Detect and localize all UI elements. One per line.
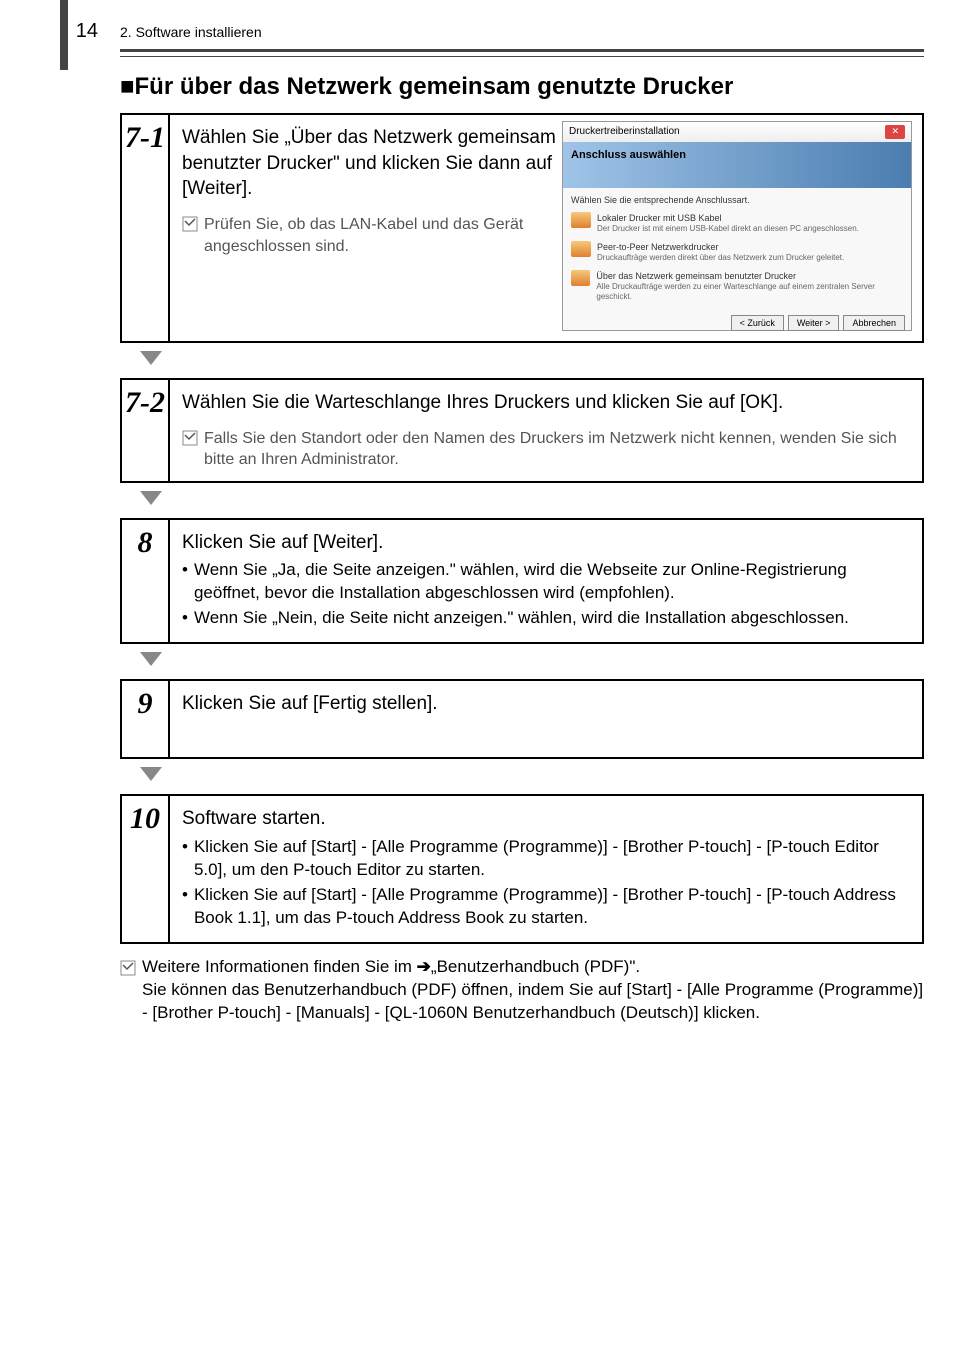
usb-icon	[571, 212, 591, 228]
footer-link: „Benutzerhandbuch (PDF)".	[431, 957, 640, 976]
step-body: Klicken Sie auf [Fertig stellen].	[170, 681, 922, 757]
arrow-down-icon	[138, 349, 924, 372]
dialog-intro: Wählen Sie die entsprechende Anschlussar…	[571, 194, 903, 206]
step-box: 7-1 Wählen Sie „Über das Netzwerk gemein…	[120, 113, 924, 343]
step-desc: Klicken Sie auf [Fertig stellen].	[182, 691, 910, 717]
dialog-option: Peer-to-Peer Netzwerkdrucker Druckaufträ…	[571, 241, 903, 264]
step-body: Klicken Sie auf [Weiter]. •Wenn Sie „Ja,…	[170, 520, 922, 642]
dialog-option-sub: Alle Druckaufträge werden zu einer Warte…	[596, 282, 903, 304]
bullet-icon: •	[182, 836, 188, 882]
bullet-text: Wenn Sie „Nein, die Seite nicht anzeigen…	[194, 607, 849, 630]
dialog-option-sub: Druckaufträge werden direkt über das Net…	[597, 253, 844, 264]
footer-note-text: Weitere Informationen finden Sie im ➔„Be…	[142, 956, 924, 1025]
step-desc: Wählen Sie „Über das Netzwerk gemeinsam …	[182, 125, 612, 202]
note-icon	[182, 216, 198, 239]
note-text: Prüfen Sie, ob das LAN-Kabel und das Ger…	[204, 214, 612, 257]
arrow-right-icon: ➔	[417, 957, 431, 976]
page-number: 14	[70, 20, 108, 43]
step-body: Wählen Sie „Über das Netzwerk gemeinsam …	[170, 115, 922, 341]
step-number: 8	[122, 520, 170, 642]
footer-note: Weitere Informationen finden Sie im ➔„Be…	[120, 956, 924, 1025]
step-note: Prüfen Sie, ob das LAN-Kabel und das Ger…	[182, 214, 612, 257]
arrow-down-icon	[138, 489, 924, 512]
step-number: 7-2	[122, 380, 170, 481]
note-icon	[182, 430, 198, 453]
bullet-list: •Wenn Sie „Ja, die Seite anzeigen." wähl…	[182, 559, 910, 630]
step-desc: Software starten.	[182, 806, 910, 832]
next-button: Weiter >	[788, 315, 840, 331]
back-button: < Zurück	[731, 315, 784, 331]
bullet-icon: •	[182, 559, 188, 605]
dialog-header-text: Anschluss auswählen	[571, 148, 686, 163]
dialog-option-label: Peer-to-Peer Netzwerkdrucker	[597, 241, 844, 253]
dialog-body: Wählen Sie die entsprechende Anschlussar…	[563, 188, 911, 310]
cancel-button: Abbrechen	[843, 315, 905, 331]
step-box: 7-2 Wählen Sie die Warteschlange Ihres D…	[120, 378, 924, 483]
content: 7-1 Wählen Sie „Über das Netzwerk gemein…	[120, 113, 924, 944]
dialog-option: Lokaler Drucker mit USB Kabel Der Drucke…	[571, 212, 903, 235]
step-body: Wählen Sie die Warteschlange Ihres Druck…	[170, 380, 922, 481]
list-item: •Wenn Sie „Ja, die Seite anzeigen." wähl…	[182, 559, 910, 605]
dialog-buttons: < Zurück Weiter > Abbrechen	[563, 309, 911, 337]
arrow-down-icon	[138, 765, 924, 788]
bullet-icon: •	[182, 607, 188, 630]
step-note: Falls Sie den Standort oder den Namen de…	[182, 428, 910, 471]
arrow-down-icon	[138, 650, 924, 673]
bullet-icon: •	[182, 884, 188, 930]
bullet-list: •Klicken Sie auf [Start] - [Alle Program…	[182, 836, 910, 930]
step-desc: Klicken Sie auf [Weiter].	[182, 530, 910, 556]
step-number: 7-1	[122, 115, 170, 341]
shared-icon	[571, 270, 590, 286]
page: 14 2. Software installieren ■Für über da…	[70, 0, 954, 1024]
note-text: Falls Sie den Standort oder den Namen de…	[204, 428, 910, 471]
bullet-text: Wenn Sie „Ja, die Seite anzeigen." wähle…	[194, 559, 910, 605]
bullet-text: Klicken Sie auf [Start] - [Alle Programm…	[194, 836, 910, 882]
step-body: Software starten. •Klicken Sie auf [Star…	[170, 796, 922, 941]
footer-prefix: Weitere Informationen finden Sie im	[142, 957, 417, 976]
divider-thick	[120, 49, 924, 52]
divider-thin	[120, 56, 924, 57]
step-box: 8 Klicken Sie auf [Weiter]. •Wenn Sie „J…	[120, 518, 924, 644]
note-icon	[120, 960, 136, 983]
list-item: •Klicken Sie auf [Start] - [Alle Program…	[182, 884, 910, 930]
dialog-option: Über das Netzwerk gemeinsam benutzter Dr…	[571, 270, 903, 304]
footer-rest: Sie können das Benutzerhandbuch (PDF) öf…	[142, 980, 923, 1022]
dialog-header: Anschluss auswählen	[563, 142, 911, 188]
step-box: 10 Software starten. •Klicken Sie auf [S…	[120, 794, 924, 943]
list-item: • Wenn Sie „Nein, die Seite nicht anzeige…	[182, 607, 910, 630]
step-desc: Wählen Sie die Warteschlange Ihres Druck…	[182, 390, 910, 416]
network-icon	[571, 241, 591, 257]
step-number: 10	[122, 796, 170, 941]
dialog-title-text: Druckertreiberinstallation	[569, 125, 680, 139]
dialog-option-label: Lokaler Drucker mit USB Kabel	[597, 212, 859, 224]
step-box: 9 Klicken Sie auf [Fertig stellen].	[120, 679, 924, 759]
dialog-screenshot: Druckertreiberinstallation ✕ Anschluss a…	[562, 121, 912, 331]
step-number: 9	[122, 681, 170, 757]
side-bar	[60, 0, 68, 70]
close-icon: ✕	[885, 125, 905, 139]
chapter-title: 2. Software installieren	[108, 24, 262, 40]
dialog-option-sub: Der Drucker ist mit einem USB-Kabel dire…	[597, 224, 859, 235]
section-title: ■Für über das Netzwerk gemeinsam genutzt…	[120, 73, 924, 101]
dialog-option-label: Über das Netzwerk gemeinsam benutzter Dr…	[596, 270, 903, 282]
bullet-text: Klicken Sie auf [Start] - [Alle Programm…	[194, 884, 910, 930]
dialog-titlebar: Druckertreiberinstallation ✕	[563, 122, 911, 142]
page-header: 14 2. Software installieren	[70, 20, 924, 43]
list-item: •Klicken Sie auf [Start] - [Alle Program…	[182, 836, 910, 882]
